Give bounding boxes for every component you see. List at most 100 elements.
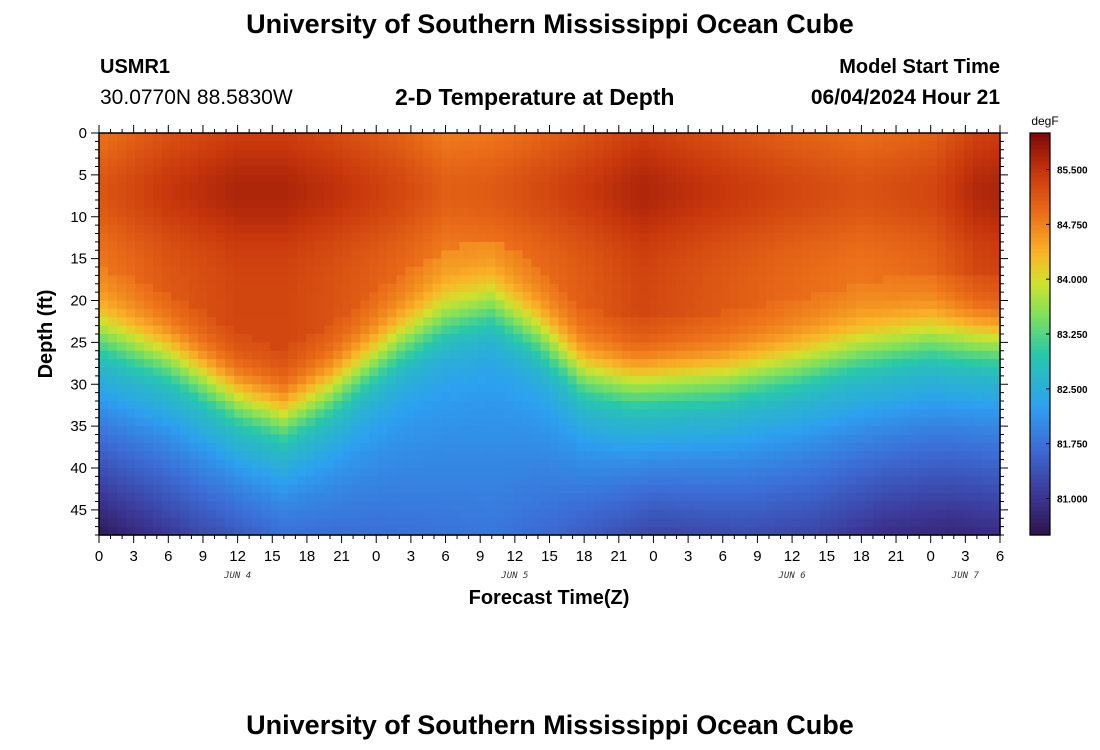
heatmap-cell (198, 526, 208, 536)
heatmap-cell (279, 392, 289, 402)
heatmap-cell (162, 384, 172, 394)
heatmap-cell (144, 241, 154, 251)
heatmap-cell (684, 526, 695, 536)
heatmap-cell (963, 342, 974, 352)
heatmap-cell (405, 141, 415, 151)
heatmap-cell (603, 283, 614, 293)
heatmap-cell (522, 200, 533, 209)
heatmap-cell (441, 501, 451, 511)
heatmap-cell (603, 476, 614, 486)
heatmap-cell (369, 426, 379, 436)
heatmap-cell (477, 275, 488, 285)
heatmap-cell (954, 509, 965, 519)
heatmap-cell (756, 308, 767, 318)
heatmap-cell (351, 200, 361, 209)
heatmap-cell (900, 501, 911, 511)
heatmap-cell (945, 208, 956, 218)
heatmap-cell (693, 292, 704, 302)
heatmap-cell (144, 350, 154, 360)
heatmap-cell (612, 308, 623, 318)
heatmap-cell (288, 476, 298, 486)
heatmap-cell (153, 183, 163, 193)
heatmap-cell (378, 434, 388, 444)
heatmap-cell (540, 384, 551, 394)
heatmap-cell (441, 191, 451, 201)
heatmap-cell (927, 526, 938, 536)
heatmap-cell (936, 233, 947, 243)
heatmap-cell (459, 308, 470, 318)
heatmap-cell (990, 367, 1001, 377)
heatmap-cell (279, 359, 289, 369)
heatmap-cell (711, 258, 722, 268)
heatmap-cell (603, 225, 614, 235)
heatmap-cell (648, 233, 659, 243)
heatmap-cell (243, 468, 253, 477)
heatmap-cell (99, 141, 109, 151)
heatmap-cell (864, 208, 875, 218)
heatmap-cell (603, 350, 614, 360)
heatmap-cell (675, 401, 686, 410)
heatmap-cell (540, 183, 551, 193)
heatmap-cell (324, 283, 334, 293)
heatmap-cell (954, 493, 965, 503)
heatmap-cell (612, 141, 623, 151)
heatmap-cell (783, 518, 794, 528)
heatmap-cell (414, 350, 424, 360)
heatmap-cell (765, 149, 776, 159)
heatmap-cell (198, 442, 208, 452)
heatmap-cell (594, 191, 605, 201)
heatmap-cell (882, 434, 893, 444)
heatmap-cell (333, 493, 343, 503)
heatmap-cell (972, 241, 983, 251)
heatmap-cell (828, 225, 839, 235)
heatmap-cell (648, 426, 659, 436)
heatmap-cell (603, 158, 614, 168)
heatmap-cell (117, 225, 127, 235)
heatmap-cell (315, 493, 325, 503)
heatmap-cell (423, 484, 433, 494)
heatmap-cell (756, 342, 767, 352)
heatmap-cell (270, 208, 280, 218)
heatmap-cell (630, 258, 641, 268)
heatmap-cell (342, 350, 352, 360)
heatmap-cell (333, 141, 343, 151)
heatmap-cell (828, 258, 839, 268)
heatmap-cell (153, 149, 163, 159)
heatmap-cell (576, 300, 587, 310)
heatmap-cell (846, 233, 857, 243)
heatmap-cell (531, 174, 542, 184)
heatmap-cell (792, 183, 803, 193)
heatmap-cell (108, 216, 118, 226)
heatmap-cell (567, 451, 578, 461)
heatmap-cell (972, 250, 983, 260)
heatmap-cell (972, 375, 983, 385)
heatmap-cell (918, 509, 929, 519)
heatmap-cell (549, 292, 560, 302)
heatmap-cell (441, 484, 451, 494)
heatmap-cell (207, 401, 217, 410)
heatmap-cell (648, 183, 659, 193)
heatmap-cell (144, 292, 154, 302)
heatmap-cell (270, 233, 280, 243)
heatmap-cell (333, 275, 343, 285)
heatmap-cell (549, 342, 560, 352)
heatmap-cell (486, 359, 497, 369)
heatmap-cell (945, 476, 956, 486)
heatmap-cell (540, 417, 551, 427)
heatmap-cell (324, 426, 334, 436)
heatmap-cell (900, 275, 911, 285)
heatmap-cell (864, 384, 875, 394)
heatmap-cell (945, 401, 956, 410)
heatmap-cell (747, 133, 758, 142)
heatmap-cell (792, 225, 803, 235)
heatmap-cell (954, 417, 965, 427)
heatmap-cell (279, 417, 289, 427)
heatmap-cell (414, 292, 424, 302)
heatmap-cell (180, 434, 190, 444)
heatmap-cell (891, 141, 902, 151)
heatmap-cell (891, 350, 902, 360)
heatmap-cell (576, 149, 587, 159)
heatmap-cell (405, 325, 415, 335)
heatmap-cell (135, 375, 145, 385)
heatmap-cell (288, 216, 298, 226)
